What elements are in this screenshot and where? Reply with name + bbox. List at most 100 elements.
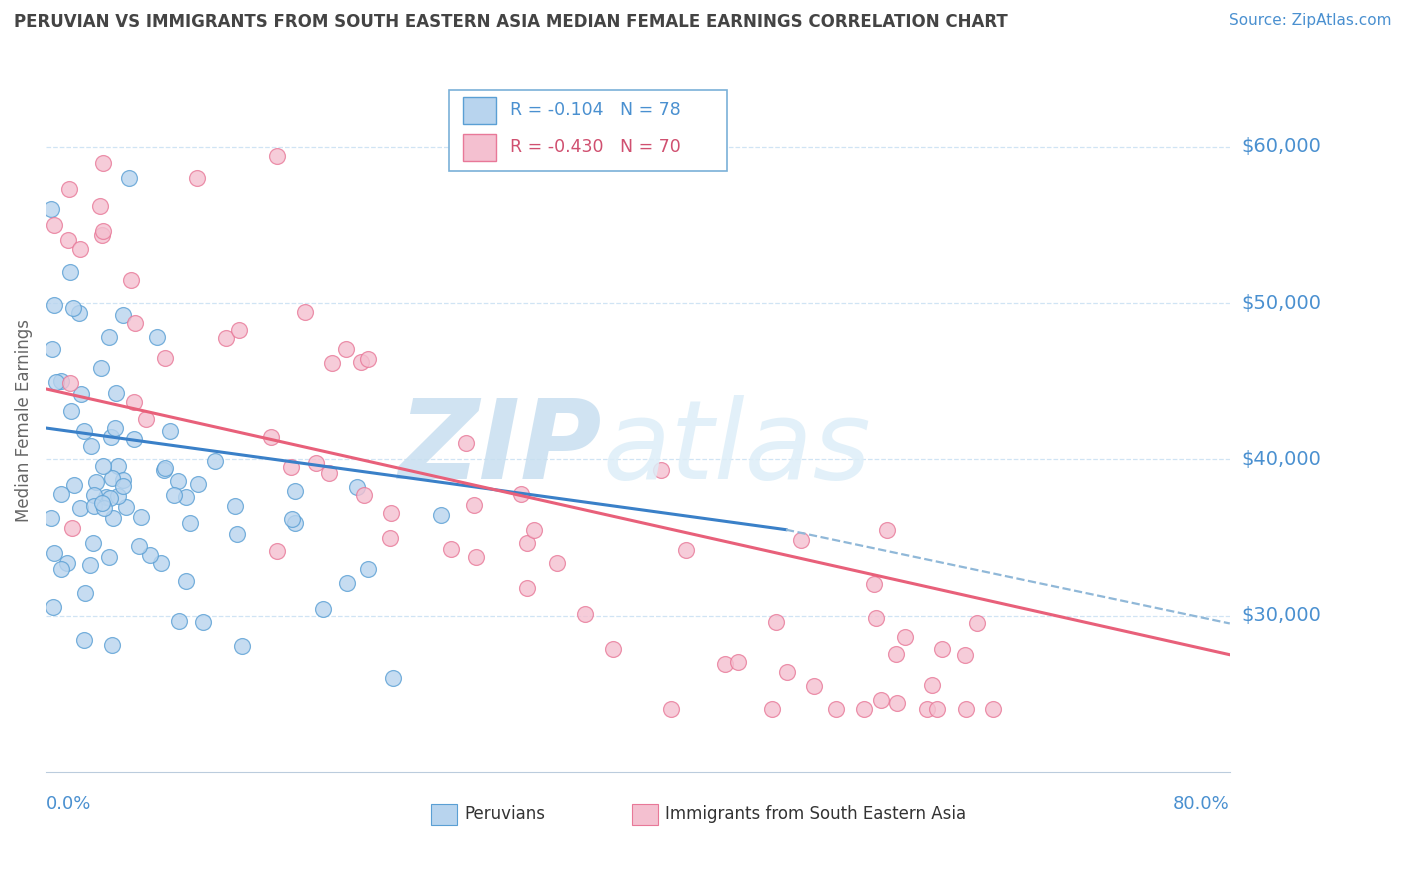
Text: Immigrants from South Eastern Asia: Immigrants from South Eastern Asia [665, 805, 966, 823]
Point [659, 702, 682, 716]
Point [63, 478, 86, 492]
Point [100, 430, 122, 444]
Point [228, 322, 250, 336]
Point [886, 696, 908, 710]
Point [122, 395, 145, 409]
Point [516, 581, 538, 595]
Point [516, 536, 538, 550]
Point [650, 462, 672, 476]
Text: $30,000: $30,000 [1241, 607, 1322, 625]
Point [104, 421, 127, 435]
Point [380, 507, 402, 521]
Text: PERUVIAN VS IMMIGRANTS FROM SOUTH EASTERN ASIA MEDIAN FEMALE EARNINGS CORRELATIO: PERUVIAN VS IMMIGRANTS FROM SOUTH EASTER… [14, 13, 1008, 31]
Point [966, 616, 988, 631]
Point [574, 607, 596, 622]
Point [84, 475, 107, 489]
Point [73, 424, 96, 438]
Point [931, 642, 953, 657]
Text: $50,000: $50,000 [1241, 293, 1322, 312]
Point [463, 498, 485, 512]
Point [260, 430, 283, 444]
Point [350, 354, 373, 368]
Point [357, 351, 380, 366]
Point [155, 351, 177, 366]
Text: 0.0%: 0.0% [46, 796, 91, 814]
Point [266, 543, 288, 558]
Point [101, 638, 124, 652]
Point [336, 576, 359, 591]
Point [981, 702, 1004, 716]
Point [440, 542, 463, 557]
Point [60, 404, 83, 418]
Point [100, 470, 122, 484]
Point [111, 308, 134, 322]
Point [335, 342, 357, 356]
Bar [633, 804, 658, 825]
Point [204, 454, 226, 468]
Point [129, 510, 152, 524]
Point [49, 374, 72, 388]
Point [353, 488, 375, 502]
Point [294, 305, 316, 319]
Point [91, 458, 114, 473]
Point [67, 306, 90, 320]
Point [765, 615, 787, 629]
Point [89, 199, 111, 213]
Point [111, 473, 134, 487]
Point [42, 599, 65, 614]
Point [69, 501, 91, 516]
Point [430, 508, 453, 523]
Point [862, 577, 884, 591]
Point [60, 520, 83, 534]
Point [546, 557, 568, 571]
Point [509, 487, 531, 501]
Point [163, 488, 186, 502]
Point [153, 461, 176, 475]
Point [97, 330, 120, 344]
Text: 80.0%: 80.0% [1173, 796, 1230, 814]
Point [790, 533, 813, 548]
Point [39, 202, 62, 217]
Point [117, 170, 139, 185]
Point [42, 218, 65, 232]
Point [120, 273, 142, 287]
Point [112, 479, 135, 493]
Point [103, 510, 125, 524]
Point [186, 171, 208, 186]
Point [176, 574, 198, 588]
Point [884, 647, 907, 661]
Text: R = -0.430   N = 70: R = -0.430 N = 70 [510, 138, 681, 156]
Point [90, 496, 112, 510]
Text: Source: ZipAtlas.com: Source: ZipAtlas.com [1229, 13, 1392, 29]
Bar [430, 804, 457, 825]
Point [82, 536, 104, 550]
Point [824, 702, 846, 716]
Point [803, 679, 825, 693]
Point [56, 556, 79, 570]
Point [921, 678, 943, 692]
Point [174, 490, 197, 504]
Point [45, 375, 67, 389]
Point [75, 586, 97, 600]
Point [80, 439, 103, 453]
Point [876, 523, 898, 537]
Point [58, 181, 80, 195]
Point [312, 601, 335, 615]
Point [346, 480, 368, 494]
Point [675, 543, 697, 558]
Point [39, 511, 62, 525]
Point [166, 474, 188, 488]
Point [59, 265, 82, 279]
Point [865, 611, 887, 625]
Point [83, 499, 105, 513]
Point [231, 639, 253, 653]
Point [304, 456, 326, 470]
Point [382, 671, 405, 685]
Point [870, 692, 893, 706]
Point [94, 491, 117, 505]
Point [523, 524, 546, 538]
Point [953, 648, 976, 663]
Point [90, 228, 112, 243]
Point [146, 329, 169, 343]
Text: Peruvians: Peruvians [464, 805, 546, 823]
